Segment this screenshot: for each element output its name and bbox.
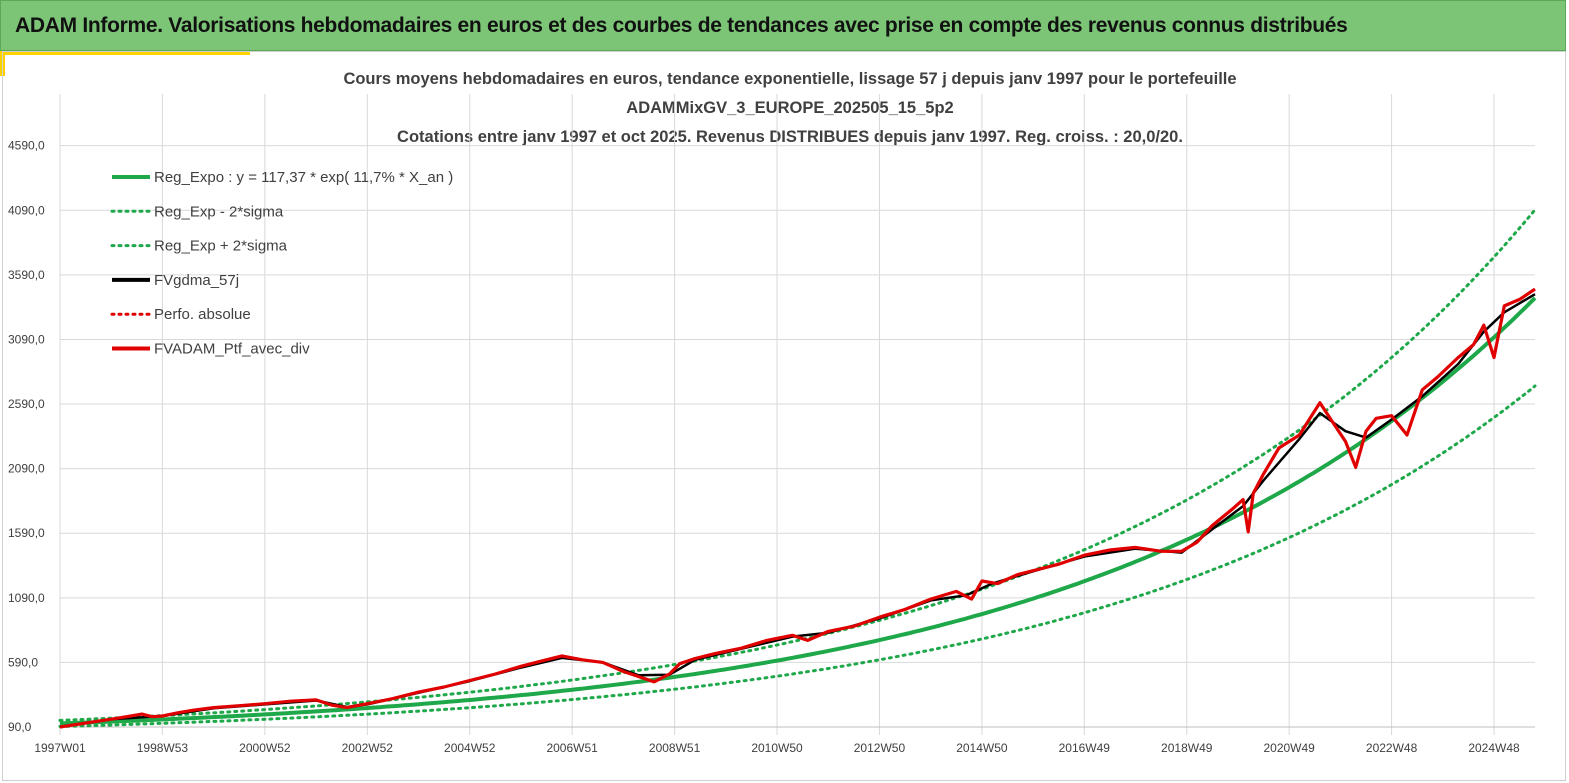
accent-bar xyxy=(0,51,250,55)
reg-exp-minus-2sigma-line xyxy=(58,384,1537,728)
header-title: ADAM Informe. Valorisations hebdomadaire… xyxy=(15,14,1348,37)
x-tick-label: 2002W52 xyxy=(342,741,394,755)
y-axis-ticks: 90,0 590,0 1090,0 1590,0 2090,0 2590,0 3090,0 3… xyxy=(8,139,45,734)
legend: Reg_Expo : y = 117,37 * exp( 11,7% * X_a… xyxy=(110,169,453,358)
legend-label: FVgdma_57j xyxy=(154,272,239,289)
x-tick-label: 2018W49 xyxy=(1161,741,1213,755)
legend-label: Reg_Expo : y = 117,37 * exp( 11,7% * X_a… xyxy=(154,169,453,186)
x-tick-label: 2006W51 xyxy=(546,741,598,755)
y-tick-label: 2590,0 xyxy=(8,397,45,411)
x-tick-label: 2020W49 xyxy=(1263,741,1315,755)
reg-expo-line xyxy=(59,296,1537,726)
legend-label: FVADAM_Ptf_avec_div xyxy=(154,341,310,358)
x-tick-label: 2008W51 xyxy=(649,741,701,755)
perfo-absolue-line xyxy=(59,288,1536,728)
chart-title-line-2: ADAMMixGV_3_EUROPE_202505_15_5p2 xyxy=(626,99,954,117)
y-tick-label: 2090,0 xyxy=(8,462,45,476)
legend-label: Reg_Exp - 2*sigma xyxy=(154,203,284,220)
chart-frame xyxy=(2,51,1566,781)
y-tick-label: 590,0 xyxy=(8,655,38,669)
x-tick-label: 2010W50 xyxy=(751,741,803,755)
x-tick-label: 2000W52 xyxy=(239,741,291,755)
y-tick-label: 4090,0 xyxy=(8,203,45,217)
y-tick-label: 1590,0 xyxy=(8,526,45,540)
gridlines xyxy=(59,94,1535,735)
y-tick-label: 1090,0 xyxy=(8,591,45,605)
y-tick-label: 3090,0 xyxy=(8,332,45,346)
x-tick-label: 2012W50 xyxy=(854,741,906,755)
x-tick-label: 2022W48 xyxy=(1366,741,1418,755)
x-axis-ticks: 1997W01 1998W53 2000W52 2002W52 2004W52 2006W… xyxy=(34,741,1520,755)
chart-title-line-1: Cours moyens hebdomadaires en euros, ten… xyxy=(343,70,1237,88)
y-tick-label: 3590,0 xyxy=(8,268,45,282)
chart-curves xyxy=(58,208,1537,729)
header-banner: ADAM Informe. Valorisations hebdomadaire… xyxy=(0,0,1566,51)
x-tick-label: 2014W50 xyxy=(956,741,1008,755)
x-tick-label: 1998W53 xyxy=(137,741,189,755)
reg-exp-plus-2sigma-line xyxy=(58,208,1537,722)
chart-title-line-3: Cotations entre janv 1997 et oct 2025. R… xyxy=(397,128,1183,146)
y-tick-label: 90,0 xyxy=(8,720,32,734)
legend-label: Reg_Exp + 2*sigma xyxy=(154,238,288,255)
x-tick-label: 2024W48 xyxy=(1468,741,1520,755)
x-tick-label: 2004W52 xyxy=(444,741,496,755)
legend-label: Perfo. absolue xyxy=(154,306,251,323)
x-tick-label: 2016W49 xyxy=(1059,741,1111,755)
y-tick-label: 4590,0 xyxy=(8,139,45,153)
x-tick-label: 1997W01 xyxy=(34,741,86,755)
